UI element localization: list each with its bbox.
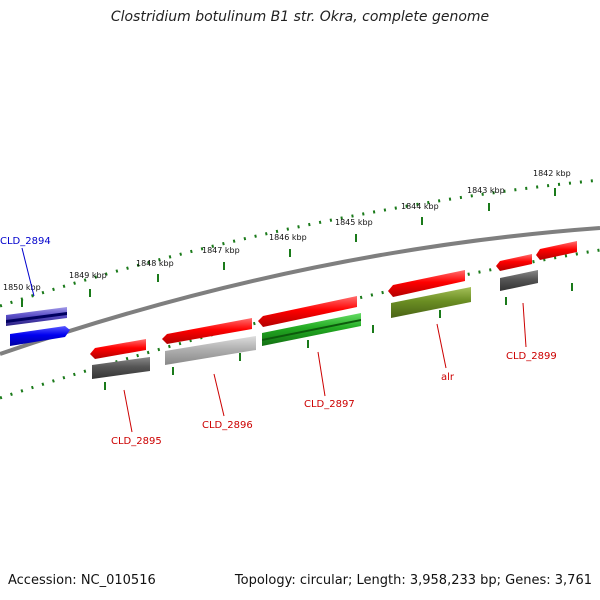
gene-cld-2899-gray[interactable] [500,270,538,291]
leader-line-alr [436,323,447,369]
outer-tick-ring [0,178,600,308]
genome-summary: Topology: circular; Length: 3,958,233 bp… [234,573,592,588]
gene-cld-2896-red[interactable] [162,318,252,344]
leader-line-cld-2894 [21,247,35,297]
genome-title: Clostridium botulinum B1 str. Okra, comp… [110,9,490,25]
gene-cld-2897-green[interactable] [262,313,361,346]
tick-label: 1842 kbp [533,169,571,178]
gene-alr-red[interactable] [388,270,465,297]
tick-label: 1843 kbp [467,186,505,195]
gene-cld-2895-red[interactable] [90,339,146,359]
gene-cld-2895-gray[interactable] [92,357,150,379]
gene-cld-2896-gray[interactable] [165,336,256,365]
gene-label-cld-2894[interactable]: CLD_2894 [0,236,51,247]
inner-major-ticks [104,283,573,390]
tick-label: 1845 kbp [335,218,373,227]
gene-cld-2897-red[interactable] [258,296,357,327]
gene-cld-2894-purple[interactable] [6,307,67,326]
gene-label-cld-2897[interactable]: CLD_2897 [304,399,355,410]
gene-label-cld-2895[interactable]: CLD_2895 [111,436,162,447]
leader-line-cld-2895 [123,389,133,433]
tick-label: 1846 kbp [269,233,307,242]
leader-line-cld-2896 [213,373,225,417]
gene-label-cld-2896[interactable]: CLD_2896 [202,420,253,431]
inner-tick-ring [0,248,600,400]
leader-line-cld-2897 [317,351,326,397]
tick-label: 1850 kbp [3,283,41,292]
gene-label-cld-2899[interactable]: CLD_2899 [506,351,557,362]
tick-label: 1847 kbp [202,246,240,255]
accession-label: Accession: NC_010516 [8,573,156,588]
outer-major-ticks [21,188,556,307]
gene-alr-olive[interactable] [391,287,471,318]
tick-label: 1848 kbp [136,259,174,268]
gene-label-alr[interactable]: alr [441,372,455,383]
tick-label: 1849 kbp [69,271,107,280]
gene-cld-2894-blue[interactable] [10,326,70,346]
leader-line-cld-2899 [522,302,527,348]
tick-label: 1844 kbp [401,202,439,211]
genome-backbone [0,226,600,356]
gene-cld-2899-red[interactable] [496,241,577,271]
